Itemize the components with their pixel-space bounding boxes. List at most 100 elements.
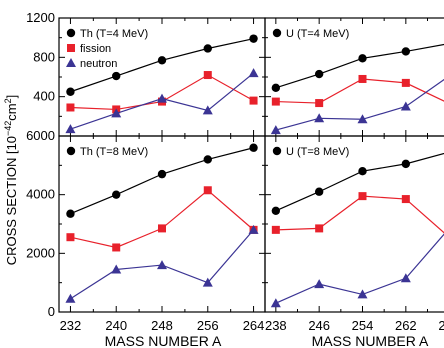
fission-point [112,243,121,252]
fission-point [271,225,280,234]
y-tick-label: 6000 [26,128,55,143]
x-tick-label: 254 [352,318,374,333]
panel-1: 400 800 1200 Th (T=4 MeV) fission neutron [26,10,266,137]
fission-series-line [275,195,444,234]
neutron-point [248,224,259,234]
legend-title: Th (T=8 MeV) [80,146,148,158]
neutron-point [357,114,368,124]
fission-point [401,195,410,204]
total-point [112,190,121,199]
neutron-point [314,279,325,289]
fission-point [271,97,280,106]
fission-point [203,71,212,80]
legend: U (T=4 MeV) [272,28,349,40]
total-point [314,187,324,196]
neutron-point [65,293,76,303]
legend-total-marker [272,146,282,156]
total-point [358,167,367,176]
fission-point [249,96,258,105]
y-axis-label-main: CROSS SECTION [10 [4,136,19,265]
legend-fission-marker [67,44,75,52]
legend-title: Th (T=4 MeV) [80,28,148,40]
fission-point [358,192,367,201]
total-point [401,159,411,169]
neutron-series-line [275,233,444,304]
total-point [271,206,281,215]
neutron-point [357,289,368,299]
total-point [358,54,367,63]
x-tick-label: 256 [197,318,219,333]
fission-point [66,103,75,112]
panel-3: 232 240 248 256 264 0 2000 4000 6000 Th (T=8 MeV) [26,128,266,333]
neutron-point [111,108,122,118]
total-point [203,44,212,53]
neutron-point [157,93,167,103]
fission-point [66,233,75,242]
panel-frame [58,135,266,313]
legend-neutron-label: neutron [80,58,117,70]
legend-fission-label: fission [80,43,111,55]
neutron-point [65,124,76,134]
total-point [271,83,281,93]
total-point [66,87,75,96]
total-point [66,209,75,218]
panel-4: 238 246 254 262 270 U (T=8 MeV) [264,135,444,333]
fission-point [158,224,166,233]
total-point [203,155,212,164]
legend-total-marker [66,146,76,156]
x-tick-label: 238 [265,318,287,333]
fission-point [315,224,324,233]
y-tick-label: 4000 [26,187,55,202]
y-tick-label: 0 [48,304,55,319]
x-tick-label: 246 [308,318,330,333]
legend: Th (T=4 MeV) fission neutron [66,28,148,70]
legend: Th (T=8 MeV) [66,146,148,158]
y-axis-label-unit-exponent: 2 [3,98,13,103]
legend: U (T=8 MeV) [272,146,349,158]
panel-2: U (T=4 MeV) [264,17,444,137]
total-point [157,169,167,179]
legend-total-marker [66,28,76,38]
x-tick-label: 262 [395,318,417,333]
fission-point [203,186,212,195]
total-point [157,56,167,65]
x-tick-label: 248 [151,318,173,333]
total-point [112,71,121,81]
total-series-line [275,152,444,212]
legend-neutron-marker [66,58,76,67]
panel-frame [264,135,444,313]
x-tick-label: 240 [105,318,127,333]
y-tick-label: 1200 [26,10,55,25]
fission-point [401,78,410,87]
y-tick-label: 400 [33,89,55,104]
neutron-point [202,105,213,115]
total-point [401,47,411,56]
legend-total-marker [272,28,282,38]
fission-point [315,99,324,108]
legend-title: U (T=8 MeV) [286,146,349,158]
x-tick-label: 264 [243,318,265,333]
total-point [249,34,258,43]
y-axis-label-close: ] [4,95,19,99]
neutron-point [400,273,411,283]
y-tick-label: 800 [33,49,55,64]
y-tick-label: 2000 [26,245,55,260]
neutron-point [270,125,281,135]
neutron-point [314,113,325,123]
neutron-point [111,264,122,274]
x-axis-label-left: MASS NUMBER A [105,333,222,348]
x-axis-label-right: MASS NUMBER A [312,333,429,348]
neutron-point [248,68,259,78]
x-tick-label: 270 [438,318,444,333]
fission-series-line [70,189,254,249]
neutron-point [157,260,167,270]
fission-point [358,74,367,83]
total-point [314,69,324,79]
y-axis-label: CROSS SECTION [10−42cm2] [3,95,19,266]
neutron-point [400,101,411,111]
y-axis-label-unit: cm [4,103,19,120]
x-tick-label: 232 [60,318,82,333]
neutron-point [270,298,281,308]
y-axis-label-exponent: −42 [3,121,13,136]
